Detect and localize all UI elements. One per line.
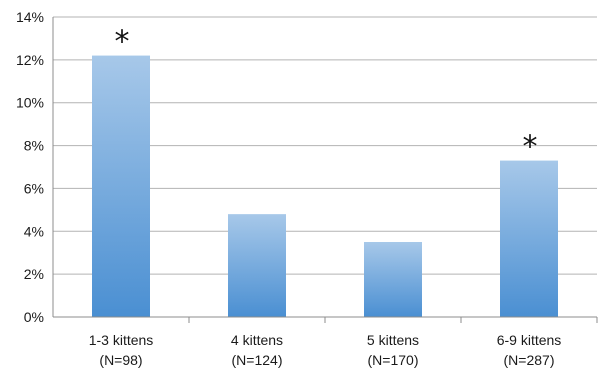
y-tick-label: 4%	[24, 223, 44, 239]
x-category-label: (N=124)	[232, 352, 283, 368]
significance-marker: *	[523, 130, 538, 165]
y-tick-label: 0%	[24, 309, 44, 325]
bars	[92, 55, 558, 317]
y-axis-tick-labels: 0% 2% 4% 6% 8% 10% 12% 14%	[16, 9, 44, 325]
x-category-label: (N=98)	[99, 352, 142, 368]
significance-marker: *	[115, 25, 130, 60]
y-tick-label: 2%	[24, 266, 44, 282]
bar	[364, 242, 422, 317]
y-tick-label: 14%	[16, 9, 44, 25]
x-category-label: (N=170)	[368, 352, 419, 368]
bar	[500, 160, 558, 317]
significance-annotations: **	[115, 25, 538, 165]
y-tick-label: 10%	[16, 95, 44, 111]
y-tick-label: 6%	[24, 180, 44, 196]
bar	[228, 214, 286, 317]
x-category-label: 1-3 kittens	[89, 332, 154, 348]
x-category-label: 6-9 kittens	[497, 332, 562, 348]
axes	[52, 17, 598, 323]
bar	[92, 55, 150, 317]
y-tick-label: 8%	[24, 138, 44, 154]
x-category-label: (N=287)	[504, 352, 555, 368]
y-tick-label: 12%	[16, 52, 44, 68]
x-axis-category-labels: 1-3 kittens (N=98) 4 kittens (N=124) 5 kitte…	[89, 332, 562, 368]
x-category-label: 5 kittens	[367, 332, 419, 348]
x-category-label: 4 kittens	[231, 332, 283, 348]
